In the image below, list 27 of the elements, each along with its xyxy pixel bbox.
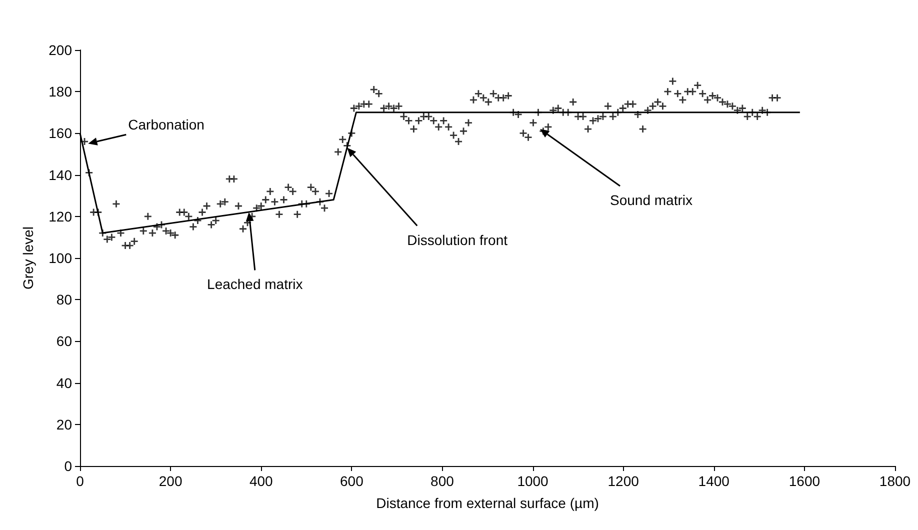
annotation: Leached matrix: [207, 276, 303, 292]
x-tick-label: 1200: [608, 473, 640, 489]
y-tick-label: 0: [64, 458, 72, 474]
y-tick-label: 180: [48, 84, 72, 100]
x-tick-label: 1000: [517, 473, 549, 489]
x-tick-label: 200: [158, 473, 182, 489]
annotation: Carbonation: [128, 116, 204, 133]
y-tick-label: 80: [56, 292, 72, 308]
x-tick-label: 800: [430, 473, 454, 489]
y-tick-label: 120: [48, 208, 72, 224]
x-tick-label: 600: [340, 473, 364, 489]
y-tick-label: 20: [56, 416, 72, 432]
y-tick-label: 40: [56, 374, 72, 391]
x-axis-title: Distance from external surface (µm): [376, 495, 599, 511]
y-tick-label: 140: [48, 166, 72, 183]
y-tick-label: 160: [48, 125, 72, 142]
y-tick-label: 60: [56, 333, 72, 350]
y-tick-label: 200: [48, 42, 72, 58]
x-tick-label: 1600: [788, 473, 820, 489]
y-axis-title: Grey level: [20, 226, 36, 290]
annotation: Dissolution front: [407, 232, 508, 248]
x-tick-label: 1800: [879, 473, 911, 489]
y-tick-label: 100: [48, 250, 72, 266]
annotation: Sound matrix: [610, 192, 693, 208]
x-tick-label: 0: [76, 473, 84, 489]
x-tick-label: 1400: [698, 473, 730, 489]
x-tick-label: 400: [249, 473, 274, 489]
